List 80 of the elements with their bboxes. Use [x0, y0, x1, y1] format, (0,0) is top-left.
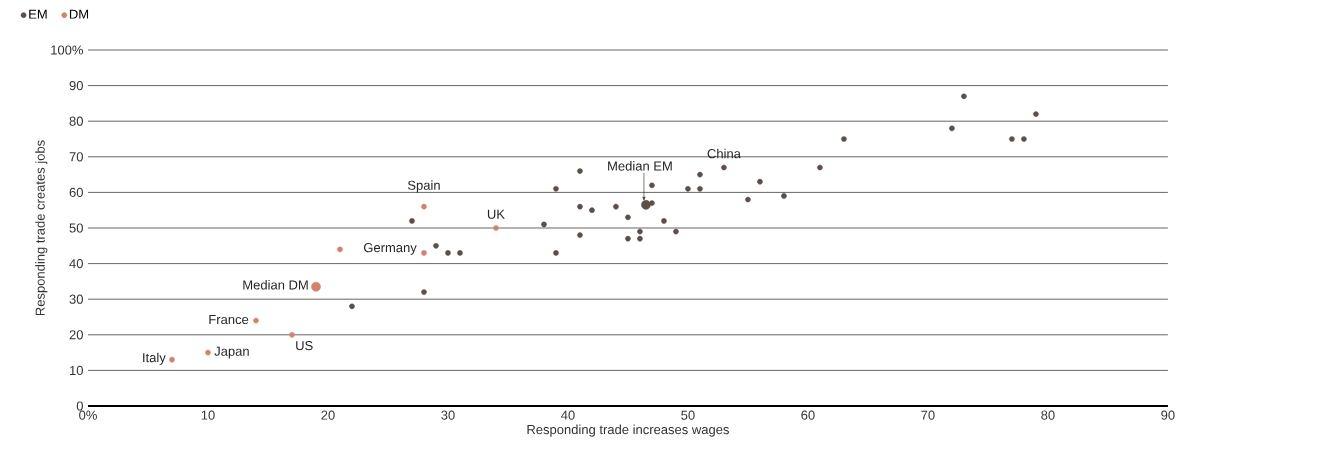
annotation: China — [707, 148, 741, 159]
point — [745, 196, 751, 203]
point — [661, 218, 667, 224]
point — [697, 186, 703, 192]
y-tick-label: 40 — [69, 258, 83, 269]
annotation: France — [209, 315, 249, 325]
x-tick-label: 10 — [201, 410, 215, 420]
point — [673, 228, 679, 235]
point — [841, 136, 847, 142]
point — [577, 203, 583, 210]
x-tick-label: 60 — [801, 410, 815, 420]
y-tick-label: 10 — [69, 365, 83, 375]
point — [553, 186, 559, 192]
point — [1009, 136, 1015, 142]
point — [493, 225, 499, 231]
x-tick-label: 20 — [321, 410, 335, 420]
point — [637, 235, 643, 242]
point — [205, 349, 211, 356]
point — [541, 221, 547, 228]
point — [553, 250, 559, 256]
point — [433, 243, 439, 249]
point — [421, 250, 427, 256]
point — [685, 186, 691, 192]
x-tick-label: 80 — [1041, 410, 1055, 420]
point — [409, 218, 415, 224]
point — [253, 317, 259, 324]
legend-label: DM — [69, 9, 89, 19]
point — [625, 235, 631, 242]
annotation: Median EM — [608, 161, 672, 171]
point — [349, 303, 355, 310]
point — [721, 164, 727, 171]
y-tick-label: 80 — [69, 116, 83, 126]
point — [421, 203, 427, 210]
point — [1033, 111, 1039, 117]
point — [637, 228, 643, 235]
x-tick-label: 30 — [441, 410, 455, 420]
legend-label: EM — [29, 9, 47, 19]
point — [649, 182, 655, 189]
point — [311, 281, 321, 292]
point — [949, 125, 955, 132]
y-tick-label: 0 — [76, 401, 83, 411]
x-tick-label: 40 — [561, 410, 575, 420]
annotation: UK — [487, 209, 505, 219]
y-tick-label: 20 — [69, 330, 83, 340]
y-tick-label: 60 — [69, 187, 83, 197]
annotation: US — [296, 341, 313, 351]
annotation: Spain — [407, 180, 440, 193]
annotation: Germany — [363, 243, 417, 255]
x-tick-label: 90 — [1161, 410, 1175, 420]
point — [589, 207, 595, 213]
y-tick-label: 50 — [69, 223, 83, 233]
point — [961, 93, 967, 100]
y-tick-label: 100% — [51, 45, 83, 55]
y-axis-title: Responding trade creates jobs — [35, 140, 48, 316]
point — [817, 164, 823, 171]
point — [625, 214, 631, 221]
point — [613, 203, 619, 210]
point — [697, 171, 703, 178]
x-tick-label: 50 — [681, 410, 695, 420]
x-tick-label: 0% — [79, 410, 97, 420]
point — [337, 246, 343, 253]
point — [169, 356, 175, 363]
point — [457, 250, 463, 256]
point — [1021, 136, 1027, 142]
point — [781, 193, 787, 199]
annotation: Median DM — [243, 279, 308, 290]
point — [445, 250, 451, 256]
point — [641, 200, 651, 210]
y-tick-label: 90 — [69, 80, 83, 91]
point — [757, 178, 763, 185]
point — [577, 168, 583, 174]
y-tick-label: 30 — [69, 294, 83, 304]
annotation: Japan — [214, 346, 249, 359]
point — [577, 232, 583, 238]
annotation: Italy — [143, 352, 166, 365]
x-axis-title: Responding trade increases wages — [527, 424, 729, 437]
x-tick-label: 70 — [921, 410, 935, 420]
point — [289, 332, 295, 338]
y-tick-label: 70 — [69, 152, 83, 162]
point — [421, 289, 427, 295]
